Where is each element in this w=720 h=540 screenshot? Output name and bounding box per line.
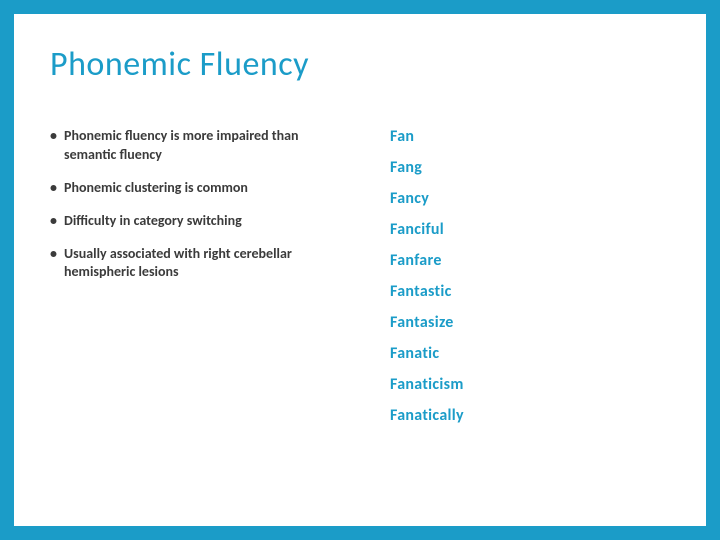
word-item: Fanaticism: [390, 375, 670, 394]
right-column: Fan Fang Fancy Fanciful Fanfare Fantasti…: [390, 127, 670, 437]
word-item: Fanfare: [390, 251, 670, 270]
word-item: Fancy: [390, 189, 670, 208]
bullet-list: Phonemic fluency is more impaired than s…: [50, 127, 350, 282]
bullet-item: Usually associated with right cerebellar…: [50, 245, 350, 283]
word-item: Fan: [390, 127, 670, 146]
word-item: Fang: [390, 158, 670, 177]
bullet-item: Difficulty in category switching: [50, 212, 350, 231]
left-column: Phonemic fluency is more impaired than s…: [50, 127, 350, 437]
content-columns: Phonemic fluency is more impaired than s…: [50, 127, 670, 437]
word-item: Fanatic: [390, 344, 670, 363]
word-item: Fanatically: [390, 406, 670, 425]
word-item: Fanciful: [390, 220, 670, 239]
word-list: Fan Fang Fancy Fanciful Fanfare Fantasti…: [390, 127, 670, 425]
slide-frame: Phonemic Fluency Phonemic fluency is mor…: [0, 0, 720, 540]
word-item: Fantasize: [390, 313, 670, 332]
word-item: Fantastic: [390, 282, 670, 301]
bullet-item: Phonemic fluency is more impaired than s…: [50, 127, 350, 165]
bullet-item: Phonemic clustering is common: [50, 179, 350, 198]
slide-title: Phonemic Fluency: [50, 44, 670, 85]
